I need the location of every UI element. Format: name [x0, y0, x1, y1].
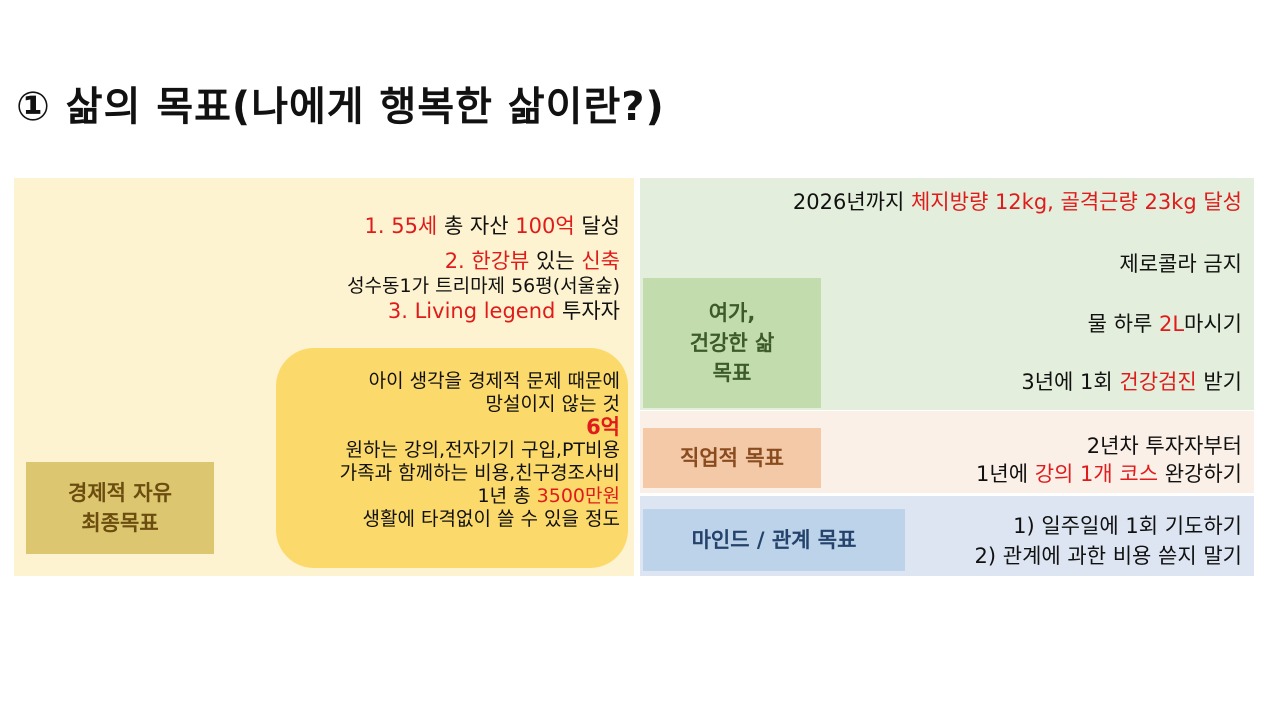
goal-1-suffix: 달성 [574, 214, 620, 238]
financial-freedom-label-line1: 경제적 자유 [68, 481, 172, 505]
bubble-line-2: 망설이지 않는 것 [485, 393, 620, 415]
health-goal-water-suffix: 마시기 [1184, 312, 1242, 336]
goal-3-legend: 3. Living legend [387, 299, 556, 323]
financial-goal-2: 2. 한강뷰 있는 신축 [240, 249, 620, 274]
financial-freedom-label-line2: 최종목표 [81, 511, 159, 535]
health-goal-checkup-name: 건강검진 [1119, 370, 1197, 394]
health-goal-body-deadline: 2026년까지 [792, 190, 911, 214]
bubble-line-4: 원하는 강의,전자기기 구입,PT비용 [345, 439, 620, 461]
health-goal-checkup: 3년에 1회 건강검진 받기 [1021, 366, 1242, 396]
financial-goals-list: 1. 55세 총 자산 100억 달성 2. 한강뷰 있는 신축 성수동1가 트… [240, 214, 620, 324]
health-goal-body-target: 체지방량 12kg, 골격근량 23kg 달성 [910, 190, 1242, 214]
health-goal-body: 2026년까지 체지방량 12kg, 골격근량 23kg 달성 [793, 186, 1242, 216]
bubble-amount: 6억 [586, 415, 620, 439]
career-goal-suffix: 완강하기 [1158, 462, 1242, 486]
bubble-line-6: 1년 총 3500만원 [276, 485, 620, 508]
goal-1-age: 1. 55세 [364, 214, 438, 238]
health-goal-checkup-freq: 3년에 1회 [1021, 370, 1120, 394]
health-label-line3: 목표 [712, 361, 752, 385]
health-leisure-label: 여가, 건강한 삶 목표 [643, 278, 821, 408]
career-goal-course: 강의 1개 코스 [1034, 462, 1159, 486]
financial-goal-3: 3. Living legend 투자자 [240, 299, 620, 324]
financial-goal-1: 1. 55세 총 자산 100억 달성 [240, 214, 621, 239]
financial-goal-2-detail: 성수동1가 트리마제 56평(서울숲) [347, 275, 620, 297]
goal-2-view: 2. 한강뷰 [444, 249, 530, 273]
health-goal-checkup-suffix: 받기 [1196, 370, 1242, 394]
health-goal-water-amount: 2L [1158, 312, 1185, 336]
bubble-yearly-total-label: 1년 총 [477, 485, 537, 507]
health-label-line2: 건강한 삶 [689, 331, 775, 355]
mind-goal-prayer: 1) 일주일에 1회 기도하기 [1013, 514, 1242, 538]
goal-2-text: 있는 [529, 249, 582, 273]
career-goal-line2: 1년에 강의 1개 코스 완강하기 [976, 458, 1242, 488]
bubble-yearly-total-amount: 3500만원 [536, 485, 620, 507]
health-goal-water-text: 물 하루 [1087, 312, 1159, 336]
career-goal-line1: 2년차 투자자부터 [1086, 434, 1242, 458]
goal-1-text: 총 자산 [437, 214, 516, 238]
child-freedom-bubble: 아이 생각을 경제적 문제 때문에 망설이지 않는 것 6억 원하는 강의,전자… [276, 348, 628, 568]
career-goal-freq: 1년에 [976, 462, 1035, 486]
goal-1-amount: 100억 [515, 214, 575, 238]
goal-3-text: 투자자 [555, 299, 620, 323]
goal-2-new: 신축 [581, 249, 620, 273]
career-label: 직업적 목표 [643, 428, 821, 488]
bubble-line-1: 아이 생각을 경제적 문제 때문에 [368, 370, 620, 392]
mind-relationship-label: 마인드 / 관계 목표 [643, 509, 905, 571]
page-title: ① 삶의 목표(나에게 행복한 삶이란?) [16, 84, 665, 130]
bubble-line-7: 생활에 타격없이 쓸 수 있을 정도 [362, 508, 620, 530]
health-goal-water: 물 하루 2L마시기 [1088, 308, 1242, 338]
health-goal-no-cola: 제로콜라 금지 [1119, 252, 1242, 276]
bubble-line-5: 가족과 함께하는 비용,친구경조사비 [339, 462, 620, 484]
health-label-line1: 여가, [708, 301, 756, 325]
financial-freedom-label: 경제적 자유 최종목표 [26, 462, 214, 554]
mind-goal-spending: 2) 관계에 과한 비용 쓷지 말기 [974, 544, 1242, 568]
